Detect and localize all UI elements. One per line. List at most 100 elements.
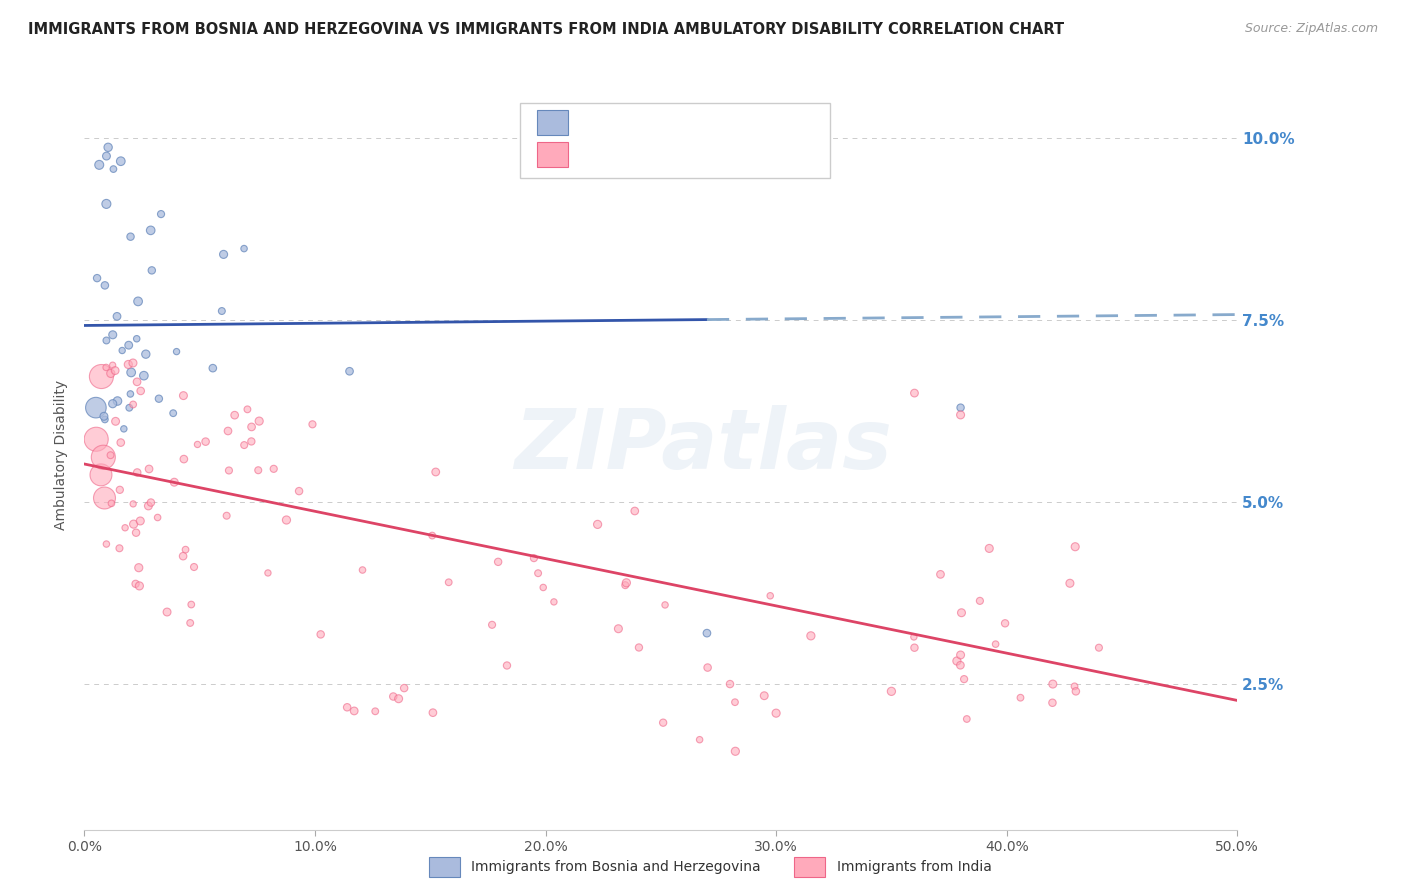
- Point: [125, 375, 148, 389]
- Point: [946, 654, 969, 668]
- Point: [89, 158, 111, 172]
- Point: [979, 541, 1001, 556]
- Point: [127, 466, 149, 480]
- Point: [125, 525, 148, 540]
- Point: [104, 363, 127, 377]
- Point: [496, 658, 519, 673]
- Point: [148, 392, 170, 406]
- Point: [84, 432, 107, 446]
- Point: [422, 706, 444, 720]
- Point: [523, 551, 546, 566]
- Text: 120: 120: [730, 145, 768, 163]
- Point: [257, 566, 280, 580]
- Point: [146, 510, 169, 524]
- Point: [211, 304, 233, 318]
- Point: [984, 637, 1007, 651]
- Point: [437, 575, 460, 590]
- Point: [352, 563, 374, 577]
- Text: 0.017: 0.017: [621, 113, 678, 131]
- Point: [586, 517, 609, 532]
- Point: [141, 263, 163, 277]
- Point: [114, 521, 136, 535]
- Point: [623, 504, 645, 518]
- Point: [689, 732, 711, 747]
- Point: [172, 389, 194, 403]
- Text: -0.376: -0.376: [621, 145, 686, 163]
- Point: [118, 338, 141, 352]
- Point: [125, 332, 148, 346]
- Point: [166, 344, 188, 359]
- Point: [1088, 640, 1111, 655]
- Point: [163, 475, 186, 490]
- Point: [96, 537, 118, 551]
- Point: [224, 408, 246, 422]
- Point: [127, 294, 149, 309]
- Point: [1059, 576, 1081, 591]
- Point: [950, 606, 973, 620]
- Point: [929, 567, 952, 582]
- Point: [122, 397, 145, 411]
- Point: [201, 361, 224, 376]
- Point: [180, 598, 202, 612]
- Point: [903, 640, 925, 655]
- Point: [120, 366, 142, 380]
- Point: [240, 434, 263, 449]
- Point: [138, 499, 160, 513]
- Point: [949, 401, 972, 415]
- Point: [696, 626, 718, 640]
- Point: [132, 368, 155, 383]
- Point: [654, 598, 676, 612]
- Point: [96, 149, 118, 163]
- Point: [129, 514, 152, 528]
- Point: [122, 356, 145, 370]
- Point: [112, 422, 135, 436]
- Point: [247, 414, 270, 428]
- Point: [759, 589, 782, 603]
- Point: [100, 448, 122, 462]
- Point: [218, 463, 240, 477]
- Point: [486, 555, 509, 569]
- Point: [110, 154, 132, 169]
- Point: [236, 402, 259, 417]
- Point: [1064, 540, 1087, 554]
- Text: R =: R =: [582, 145, 621, 163]
- Point: [94, 412, 117, 426]
- Point: [94, 360, 117, 375]
- Point: [174, 542, 197, 557]
- Text: Source: ZipAtlas.com: Source: ZipAtlas.com: [1244, 22, 1378, 36]
- Point: [138, 462, 160, 476]
- Point: [765, 706, 787, 721]
- Point: [122, 517, 145, 532]
- Point: [107, 394, 129, 409]
- Point: [139, 495, 162, 509]
- Point: [96, 197, 118, 211]
- Point: [179, 615, 201, 630]
- Point: [120, 229, 142, 244]
- Point: [103, 162, 125, 177]
- Point: [718, 677, 741, 691]
- Text: Immigrants from India: Immigrants from India: [837, 860, 991, 874]
- Point: [215, 508, 238, 523]
- Point: [425, 465, 447, 479]
- Point: [614, 578, 637, 592]
- Point: [420, 528, 443, 542]
- Point: [104, 414, 127, 428]
- Point: [156, 605, 179, 619]
- Point: [93, 491, 115, 505]
- Point: [110, 435, 132, 450]
- Point: [93, 409, 115, 424]
- Point: [956, 712, 979, 726]
- Point: [1042, 696, 1064, 710]
- Point: [481, 617, 503, 632]
- Point: [652, 715, 675, 730]
- Point: [949, 408, 972, 422]
- Point: [128, 579, 150, 593]
- Point: [135, 347, 157, 361]
- Point: [117, 358, 139, 372]
- Y-axis label: Ambulatory Disability: Ambulatory Disability: [55, 380, 69, 530]
- Point: [173, 452, 195, 467]
- Point: [607, 622, 630, 636]
- Point: [129, 384, 152, 398]
- Point: [627, 640, 650, 655]
- Point: [90, 467, 112, 482]
